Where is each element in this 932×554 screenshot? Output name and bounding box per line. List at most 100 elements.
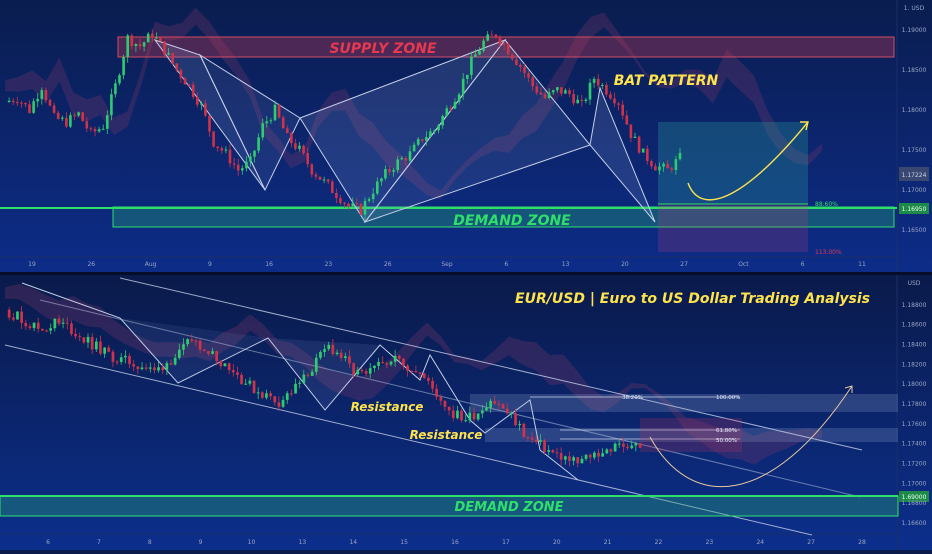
candle-body	[634, 443, 638, 446]
candle-body	[355, 203, 359, 205]
stop-loss-box	[658, 204, 808, 252]
candle-body	[543, 440, 546, 452]
candle-body	[447, 406, 451, 411]
fib-label-top-2: 113.00%	[815, 249, 842, 256]
resistance-label-2: Resistance	[410, 428, 483, 442]
candle-body	[285, 393, 289, 400]
candle-body	[535, 86, 539, 93]
candle-body	[310, 164, 314, 175]
candle-body	[74, 333, 77, 337]
candle-body	[20, 102, 23, 104]
supply-zone-label: SUPPLY ZONE	[329, 41, 436, 57]
candle-body	[281, 399, 285, 407]
top-x-axis-ticks: 19 26 Aug 9 16 23 26 Sep 6 13 20 27 Oct 6 11	[28, 261, 866, 268]
candle-body	[501, 404, 505, 409]
candle-body	[352, 363, 355, 375]
candle-body	[146, 33, 150, 43]
x-tick-label: 23	[325, 261, 333, 268]
x-tick-label: Aug	[145, 261, 157, 268]
candle-body	[422, 373, 426, 378]
candle-body	[89, 128, 93, 130]
resistance-zone-1	[470, 394, 898, 412]
y-tick-label: 1.18000	[902, 107, 927, 114]
candle-body	[637, 136, 641, 153]
candle-body	[306, 374, 310, 376]
candle-body	[298, 145, 301, 149]
candle-body	[335, 193, 338, 198]
candle-body	[173, 357, 177, 365]
candle-body	[190, 339, 194, 341]
candle-body	[65, 117, 68, 127]
candle-body	[368, 368, 372, 374]
candle-body	[344, 356, 347, 358]
candle-body	[373, 365, 376, 369]
candle-body	[286, 128, 289, 134]
x-tick-label: 10	[248, 539, 256, 546]
candle-body	[101, 128, 105, 130]
x-tick-label: 28	[858, 539, 866, 546]
candle-body	[630, 445, 634, 449]
candle-body	[555, 452, 559, 454]
candle-body	[269, 120, 273, 122]
candle-body	[220, 148, 224, 151]
candle-body	[506, 44, 510, 55]
candle-body	[326, 179, 330, 182]
candle-body	[148, 367, 152, 369]
candle-body	[621, 104, 624, 116]
candle-body	[155, 37, 158, 39]
candle-body	[244, 383, 248, 385]
candle-body	[265, 121, 269, 124]
bottom-currency-label: USD	[908, 280, 921, 287]
candle-body	[228, 149, 232, 164]
candle-body	[73, 115, 76, 117]
candle-body	[481, 410, 484, 414]
candle-body	[241, 168, 244, 171]
candle-body	[678, 152, 682, 160]
candle-body	[97, 129, 101, 132]
candle-body	[339, 352, 343, 358]
candle-body	[494, 34, 498, 37]
candle-body	[208, 115, 211, 132]
candle-body	[351, 203, 354, 207]
y-tick-label: 1.16500	[902, 227, 927, 234]
candle-body	[485, 407, 488, 411]
y-tick-label: 1.18500	[902, 67, 927, 74]
y-tick-label: 1.17000	[902, 187, 927, 194]
candle-body	[290, 133, 293, 144]
candle-body	[140, 367, 144, 370]
candle-body	[273, 104, 277, 121]
candle-body	[202, 349, 206, 352]
candle-body	[65, 322, 69, 324]
bottom-level-badge-text: 1.69000	[902, 494, 927, 501]
top-price-badge-text: 1.17224	[902, 172, 927, 179]
y-tick-label: 1.18400	[902, 342, 927, 349]
x-tick-label: 8	[148, 539, 152, 546]
candle-body	[568, 90, 571, 94]
candle-body	[588, 82, 592, 100]
x-tick-label: 23	[706, 539, 714, 546]
projection-arrowhead-bottom	[844, 385, 853, 393]
y-tick-label: 1.16600	[902, 520, 927, 527]
x-tick-label: 7	[97, 539, 101, 546]
x-tick-label: 24	[756, 539, 764, 546]
bat-pattern-label: BAT PATTERN	[614, 73, 719, 89]
candle-body	[126, 35, 129, 57]
candle-body	[12, 317, 15, 320]
candle-body	[269, 393, 272, 397]
candle-body	[490, 34, 494, 36]
candle-body	[122, 57, 125, 76]
candle-body	[404, 158, 408, 161]
zigzag-pattern-bottom	[21, 282, 579, 481]
candle-body	[412, 144, 416, 152]
candle-body	[40, 90, 44, 99]
candle-body	[36, 98, 39, 102]
candle-body	[514, 413, 517, 426]
channel-lower-line	[4, 344, 813, 536]
candle-body	[265, 393, 268, 398]
candle-body	[191, 84, 195, 97]
supply-zone-box	[117, 36, 895, 58]
candle-body	[306, 153, 309, 165]
candle-body	[572, 94, 575, 104]
candle-body	[159, 37, 162, 42]
candle-body	[449, 108, 453, 110]
